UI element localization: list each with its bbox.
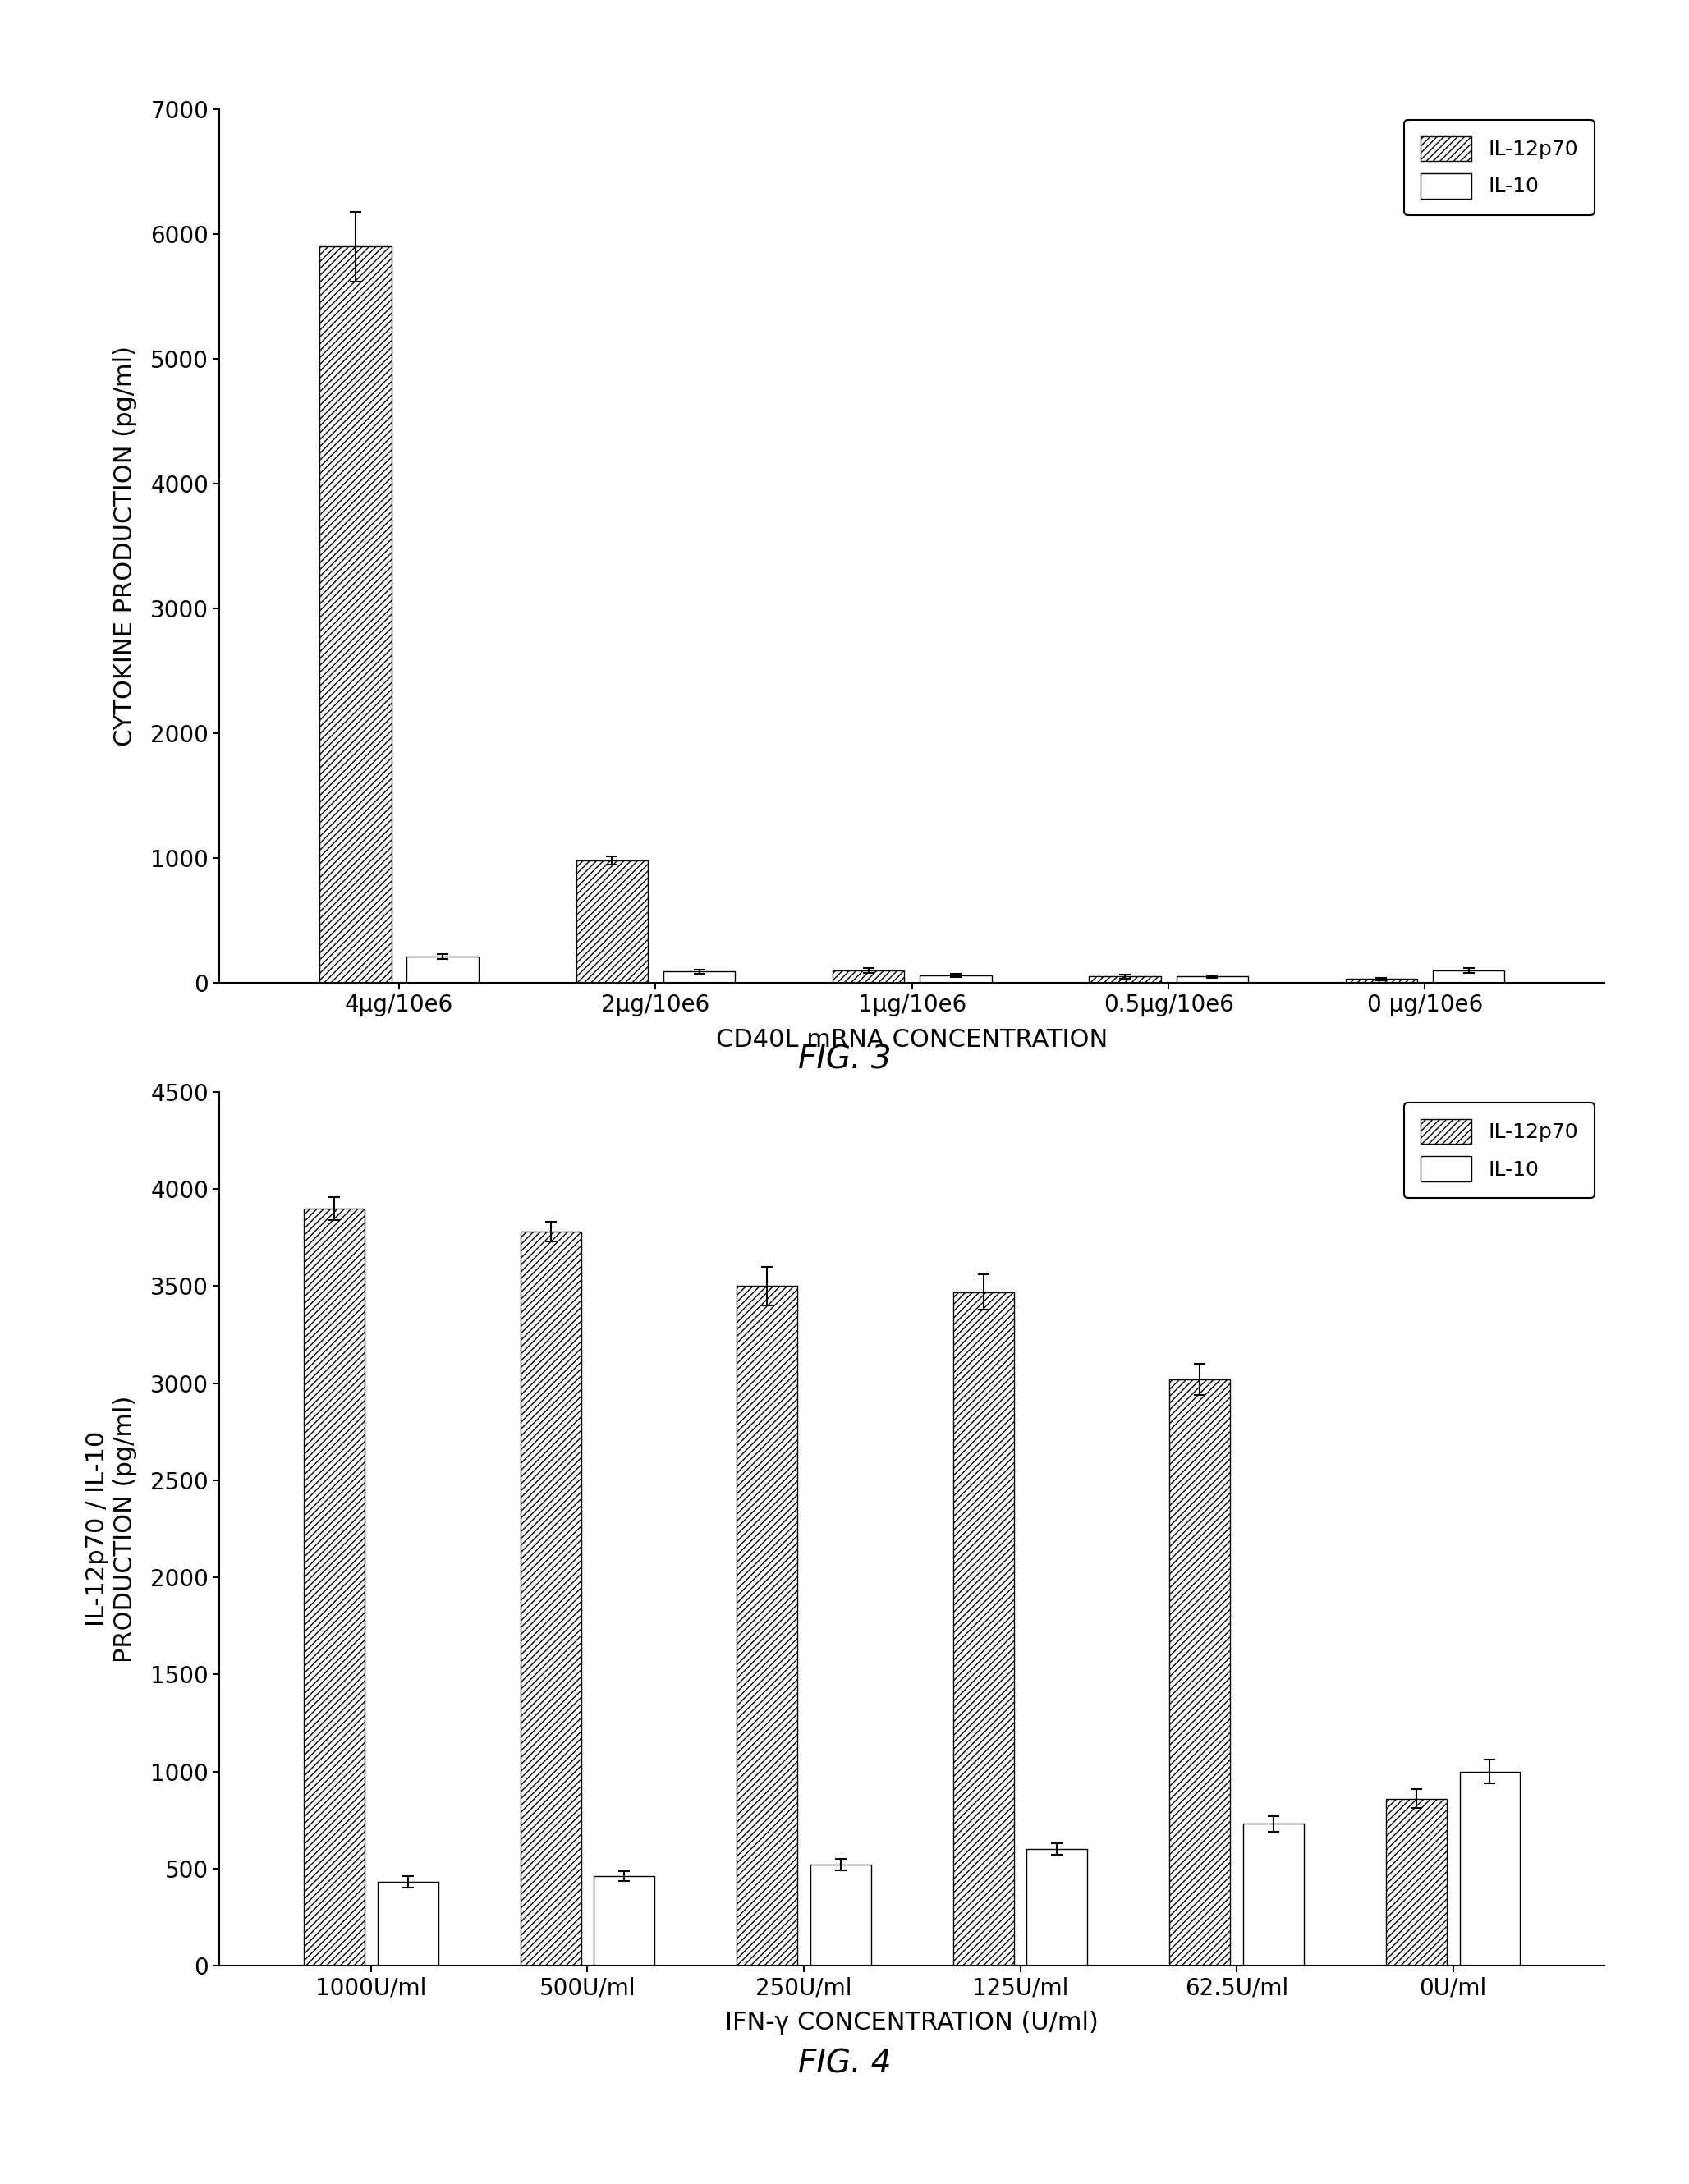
- Bar: [576, 860, 649, 983]
- Bar: [407, 957, 478, 983]
- Bar: [953, 1293, 1013, 1966]
- Text: FIG. 3: FIG. 3: [797, 1044, 892, 1075]
- Legend: IL-12p70, IL-10: IL-12p70, IL-10: [1404, 1103, 1594, 1197]
- Bar: [1387, 1800, 1446, 1966]
- Y-axis label: CYTOKINE PRODUCTION (pg/ml): CYTOKINE PRODUCTION (pg/ml): [113, 345, 137, 747]
- Bar: [1243, 1824, 1304, 1966]
- Bar: [833, 970, 904, 983]
- Bar: [1459, 1771, 1520, 1966]
- Bar: [595, 1876, 655, 1966]
- Bar: [921, 976, 991, 983]
- Bar: [1176, 976, 1248, 983]
- Bar: [1089, 976, 1160, 983]
- Legend: IL-12p70, IL-10: IL-12p70, IL-10: [1404, 120, 1594, 214]
- Bar: [319, 247, 392, 983]
- Text: FIG. 4: FIG. 4: [797, 2049, 892, 2079]
- Bar: [304, 1208, 365, 1966]
- Bar: [736, 1286, 797, 1966]
- Bar: [1346, 978, 1417, 983]
- Bar: [378, 1883, 437, 1966]
- X-axis label: CD40L mRNA CONCENTRATION: CD40L mRNA CONCENTRATION: [716, 1029, 1108, 1053]
- Bar: [664, 972, 735, 983]
- Bar: [1027, 1850, 1088, 1966]
- Bar: [1432, 970, 1505, 983]
- Y-axis label: IL-12p70 / IL-10
PRODUCTION (pg/ml): IL-12p70 / IL-10 PRODUCTION (pg/ml): [86, 1396, 137, 1662]
- Bar: [1169, 1380, 1230, 1966]
- Bar: [520, 1232, 581, 1966]
- Bar: [811, 1865, 872, 1966]
- X-axis label: IFN-γ CONCENTRATION (U/ml): IFN-γ CONCENTRATION (U/ml): [725, 2011, 1100, 2035]
